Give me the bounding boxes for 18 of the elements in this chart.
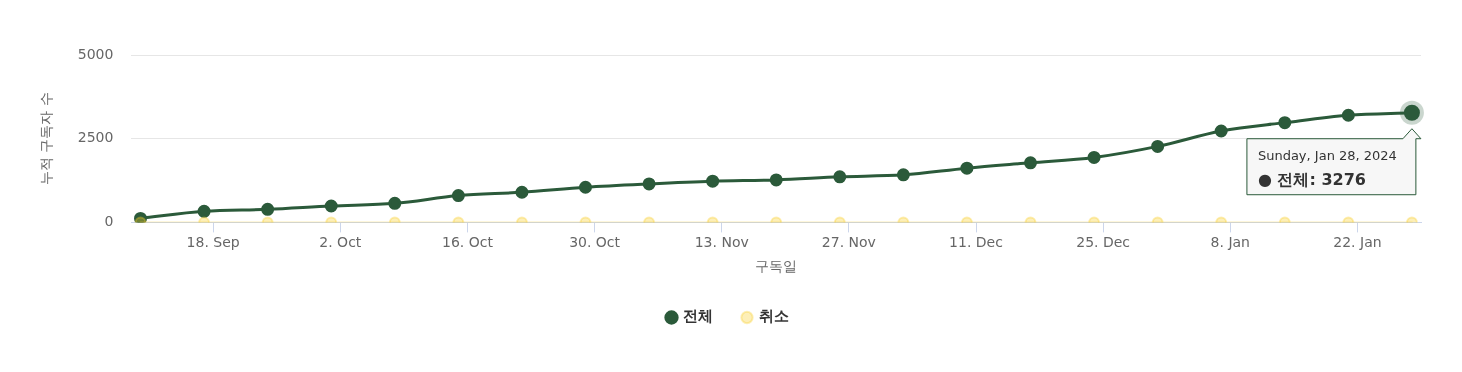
x-tick-label: 30. Oct — [569, 234, 621, 251]
x-axis-title: 구독일 — [755, 258, 798, 275]
y-tick-label: 2500 — [77, 129, 114, 146]
x-tick-label: 27. Nov — [821, 234, 876, 251]
y-tick-label: 0 — [104, 213, 114, 230]
legend-label: 취소 — [758, 307, 789, 326]
x-tick-label: 11. Dec — [949, 234, 1003, 251]
x-tick-label: 8. Jan — [1210, 234, 1250, 251]
annotation: Sunday, Jan 28, 2024 ● 전체: 3276 — [1257, 148, 1397, 189]
x-tick-label: 25. Dec — [1076, 234, 1131, 251]
legend-label: 전체 — [683, 307, 713, 326]
x-tick-label: 2. Oct — [319, 234, 362, 251]
x-tick-label: 22. Jan — [1333, 234, 1382, 251]
y-axis-title: 누적 구독자 수 — [38, 92, 55, 186]
y-tick-label: 5000 — [77, 45, 114, 62]
x-tick-label: 13. Nov — [694, 234, 749, 251]
x-tick-label: 18. Sep — [186, 234, 240, 251]
x-tick-label: 16. Oct — [441, 234, 494, 251]
